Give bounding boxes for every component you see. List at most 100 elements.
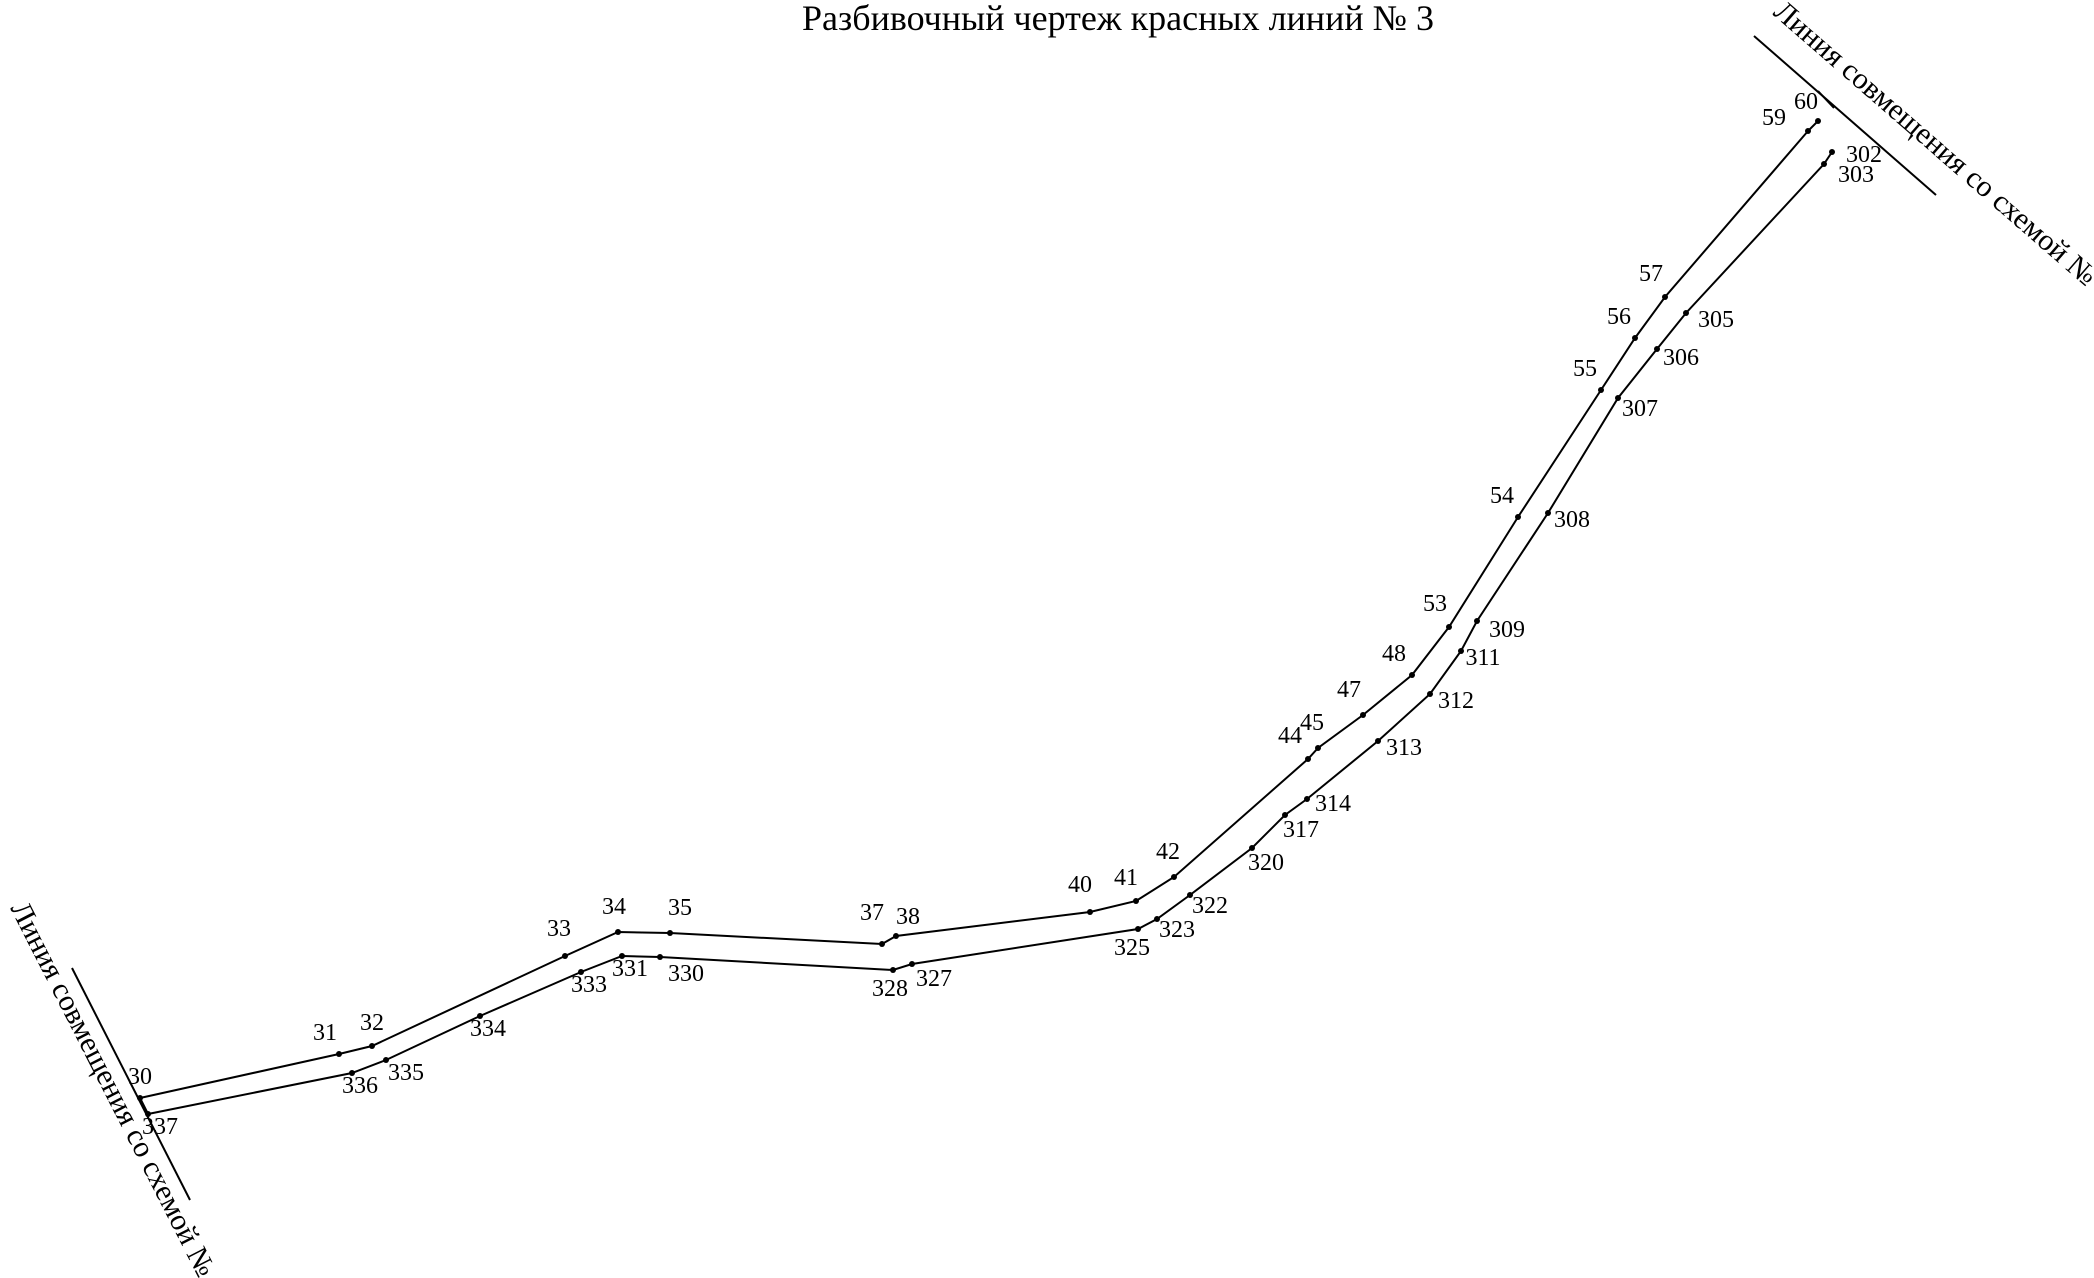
lower-point-label: 323 — [1159, 917, 1195, 943]
upper-point-marker — [615, 929, 621, 935]
junction-line-right — [1753, 35, 1937, 196]
lower-point-marker — [383, 1057, 389, 1063]
lower-point-label: 330 — [668, 961, 704, 987]
lower-point-label: 309 — [1489, 617, 1525, 643]
lower-point-label: 336 — [342, 1073, 378, 1099]
lower-point-marker — [1135, 926, 1141, 932]
lower-point-marker — [477, 1013, 483, 1019]
lower-point-label: 305 — [1698, 307, 1734, 333]
lower-point-label: 331 — [612, 956, 648, 982]
lower-point-marker — [578, 969, 584, 975]
upper-point-marker — [1805, 128, 1811, 134]
upper-point-label: 31 — [313, 1020, 337, 1046]
lower-point-label: 307 — [1622, 396, 1658, 422]
upper-point-marker — [667, 930, 673, 936]
lower-point-label: 320 — [1248, 850, 1284, 876]
upper-point-label: 30 — [128, 1064, 152, 1090]
upper-point-marker — [1409, 672, 1415, 678]
lower-point-label: 302 — [1846, 142, 1882, 168]
upper-point-marker — [1315, 745, 1321, 751]
upper-point-marker — [1087, 909, 1093, 915]
upper-point-marker — [879, 941, 885, 947]
lower-point-marker — [145, 1111, 151, 1117]
upper-point-label: 57 — [1639, 261, 1663, 287]
lower-point-label: 337 — [142, 1114, 178, 1140]
lower-point-label: 311 — [1465, 645, 1500, 671]
lower-point-label: 335 — [388, 1060, 424, 1086]
upper-point-marker — [336, 1051, 342, 1057]
upper-point-label: 33 — [547, 916, 571, 942]
lower-point-label: 308 — [1554, 507, 1590, 533]
lower-point-marker — [909, 961, 915, 967]
upper-red-line — [139, 120, 1819, 1099]
upper-point-marker — [1305, 756, 1311, 762]
upper-point-marker — [1171, 874, 1177, 880]
lower-point-marker — [349, 1070, 355, 1076]
lower-point-label: 327 — [916, 966, 952, 992]
upper-point-marker — [1446, 624, 1452, 630]
upper-point-label: 56 — [1607, 304, 1631, 330]
upper-point-label: 37 — [860, 900, 884, 926]
junction-line-left — [71, 967, 191, 1201]
junction-label-left: Линия совмещения со схемой № 2 — [4, 896, 233, 1278]
lower-point-label: 312 — [1438, 688, 1474, 714]
lower-point-marker — [657, 954, 663, 960]
upper-point-label: 45 — [1300, 710, 1324, 736]
lower-point-marker — [1654, 346, 1660, 352]
upper-point-label: 32 — [360, 1010, 384, 1036]
upper-point-marker — [1360, 712, 1366, 718]
lower-point-label: 317 — [1283, 817, 1319, 843]
lower-point-marker — [1375, 738, 1381, 744]
lower-point-label: 325 — [1114, 935, 1150, 961]
upper-point-marker — [1515, 514, 1521, 520]
lower-point-marker — [1683, 310, 1689, 316]
lower-red-line — [147, 151, 1833, 1115]
upper-point-label: 54 — [1490, 483, 1514, 509]
upper-point-label: 34 — [602, 894, 626, 920]
upper-point-label: 44 — [1278, 723, 1302, 749]
lower-point-label: 313 — [1386, 735, 1422, 761]
lower-point-label: 334 — [470, 1016, 506, 1042]
upper-point-label: 59 — [1762, 105, 1786, 131]
lower-point-marker — [1829, 149, 1835, 155]
upper-point-label: 40 — [1068, 872, 1092, 898]
lower-point-marker — [1545, 510, 1551, 516]
upper-point-marker — [893, 933, 899, 939]
lower-point-label: 303 — [1838, 162, 1874, 188]
lower-point-marker — [1615, 395, 1621, 401]
lower-point-marker — [1458, 648, 1464, 654]
upper-point-marker — [1662, 294, 1668, 300]
lower-point-marker — [1427, 691, 1433, 697]
lower-point-marker — [1474, 618, 1480, 624]
upper-point-label: 41 — [1114, 865, 1138, 891]
lower-point-label: 314 — [1315, 791, 1351, 817]
upper-point-marker — [1598, 387, 1604, 393]
lower-point-marker — [1187, 892, 1193, 898]
lower-point-label: 328 — [872, 976, 908, 1002]
end-connector-right — [1817, 90, 1835, 109]
upper-point-label: 47 — [1337, 677, 1361, 703]
upper-point-label: 60 — [1794, 89, 1818, 115]
lower-point-marker — [1304, 796, 1310, 802]
lower-point-label: 322 — [1192, 893, 1228, 919]
upper-point-label: 55 — [1573, 356, 1597, 382]
lower-point-label: 306 — [1663, 345, 1699, 371]
upper-point-marker — [137, 1095, 143, 1101]
lower-point-marker — [890, 967, 896, 973]
upper-point-marker — [1133, 898, 1139, 904]
upper-point-label: 53 — [1423, 591, 1447, 617]
upper-point-marker — [369, 1043, 375, 1049]
upper-point-label: 48 — [1382, 641, 1406, 667]
lower-point-marker — [1154, 916, 1160, 922]
lower-point-marker — [1249, 845, 1255, 851]
upper-point-label: 35 — [668, 895, 692, 921]
upper-point-marker — [1815, 118, 1821, 124]
upper-point-marker — [562, 953, 568, 959]
upper-point-label: 38 — [896, 904, 920, 930]
upper-point-label: 42 — [1156, 839, 1180, 865]
lower-point-marker — [1821, 161, 1827, 167]
lower-point-marker — [619, 953, 625, 959]
lower-point-marker — [1282, 812, 1288, 818]
